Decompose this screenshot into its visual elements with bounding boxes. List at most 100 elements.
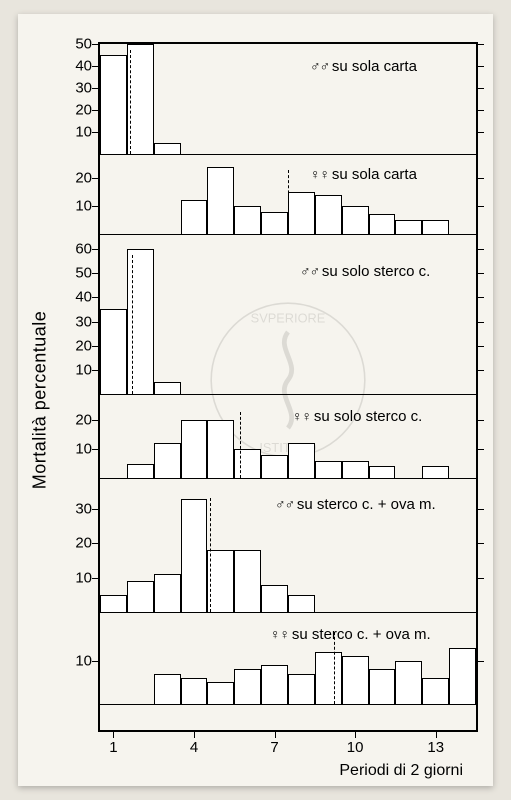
y-tick-label: 20 — [62, 170, 92, 187]
histogram-bar — [395, 661, 422, 704]
y-tick — [476, 66, 484, 67]
panel-label: ♂♂ su sterco c. + ova m. — [275, 496, 436, 513]
histogram-bar — [207, 682, 234, 704]
y-tick — [476, 543, 484, 544]
y-tick-label: 10 — [62, 652, 92, 669]
y-tick-label: 20 — [62, 102, 92, 119]
histogram-bar — [261, 455, 288, 478]
photo-frame: Mortalità percentuale SVPERIORE ISTITVTO… — [18, 14, 493, 786]
y-tick-label: 20 — [62, 337, 92, 354]
histogram-bar — [261, 665, 288, 704]
y-tick — [92, 249, 100, 250]
y-tick-label: 30 — [62, 313, 92, 330]
histogram-bar — [154, 674, 181, 704]
x-tick-label: 10 — [347, 739, 364, 756]
y-tick-label: 10 — [62, 441, 92, 458]
y-tick-label: 20 — [62, 412, 92, 429]
dashed-mean-line — [130, 50, 131, 154]
panel-baseline — [100, 154, 476, 155]
y-tick — [476, 346, 484, 347]
y-tick-label: 10 — [62, 198, 92, 215]
y-tick — [92, 273, 100, 274]
y-tick — [476, 578, 484, 579]
panel-label-text: su sterco c. + ova m. — [292, 626, 431, 643]
histogram-bar — [127, 44, 154, 154]
panel-label: ♀♀ su sterco c. + ova m. — [270, 626, 431, 643]
y-tick — [476, 370, 484, 371]
histogram-bar — [422, 220, 449, 234]
panel-baseline — [100, 394, 476, 395]
histogram-bar — [181, 678, 208, 704]
histogram-bar — [422, 466, 449, 478]
histogram-bar — [342, 656, 369, 704]
x-tick — [436, 730, 437, 738]
panel-label-text: su sola carta — [332, 58, 417, 75]
x-tick — [194, 730, 195, 738]
y-tick-label: 40 — [62, 58, 92, 75]
histogram-bar — [288, 192, 315, 234]
panel-baseline — [100, 478, 476, 479]
x-tick-label: 4 — [190, 739, 198, 756]
panel-label-text: su solo sterco c. — [314, 408, 422, 425]
y-tick-label: 10 — [62, 569, 92, 586]
sex-symbol: ♀♀ — [292, 408, 314, 424]
histogram-bar — [207, 420, 234, 478]
y-tick — [476, 88, 484, 89]
y-tick — [476, 509, 484, 510]
panel-baseline — [100, 612, 476, 613]
histogram-bar — [207, 167, 234, 234]
y-tick — [92, 66, 100, 67]
histogram-bar — [127, 464, 154, 478]
histogram-bar — [234, 206, 261, 234]
histogram-bar — [207, 550, 234, 612]
histogram-bar — [261, 212, 288, 234]
histogram-bar — [369, 669, 396, 704]
y-tick — [92, 206, 100, 207]
histogram-bar — [127, 581, 154, 612]
y-tick — [476, 206, 484, 207]
x-tick-label: 7 — [270, 739, 278, 756]
y-tick — [476, 44, 484, 45]
y-axis-label: Mortalità percentuale — [30, 311, 51, 490]
histogram-bar — [315, 461, 342, 478]
y-tick — [92, 578, 100, 579]
y-tick — [476, 178, 484, 179]
y-tick — [92, 449, 100, 450]
x-tick-label: 13 — [427, 739, 444, 756]
panel-baseline — [100, 234, 476, 235]
y-tick — [92, 543, 100, 544]
histogram-bar — [181, 499, 208, 612]
histogram-bar — [342, 461, 369, 478]
svg-text:SVPERIORE: SVPERIORE — [251, 311, 326, 326]
histogram-bar — [261, 585, 288, 612]
histogram-bar — [315, 195, 342, 234]
plot-area: SVPERIORE ISTITVTO 14710131020304050♂♂ s… — [98, 42, 478, 732]
y-tick — [476, 661, 484, 662]
x-tick — [113, 730, 114, 738]
y-tick-label: 60 — [62, 241, 92, 258]
histogram-bar — [234, 669, 261, 704]
y-tick-label: 10 — [62, 124, 92, 141]
histogram-bar — [154, 443, 181, 478]
y-tick — [476, 249, 484, 250]
y-tick — [92, 178, 100, 179]
histogram-bar — [288, 674, 315, 704]
sex-symbol: ♂♂ — [310, 58, 332, 74]
histogram-bar — [422, 678, 449, 704]
panel-label-text: su sterco c. + ova m. — [297, 496, 436, 513]
sex-symbol: ♀♀ — [270, 626, 292, 642]
dashed-mean-line — [210, 498, 211, 612]
y-tick — [92, 110, 100, 111]
histogram-bar — [100, 55, 127, 154]
panel-label: ♀♀ su sola carta — [310, 166, 417, 183]
y-tick — [476, 110, 484, 111]
histogram-bar — [369, 214, 396, 234]
x-tick — [275, 730, 276, 738]
histogram-bar — [449, 648, 476, 704]
y-tick — [92, 88, 100, 89]
y-tick-label: 30 — [62, 80, 92, 97]
y-tick-label: 20 — [62, 535, 92, 552]
y-tick — [92, 132, 100, 133]
y-tick-label: 10 — [62, 361, 92, 378]
y-tick-label: 50 — [62, 265, 92, 282]
